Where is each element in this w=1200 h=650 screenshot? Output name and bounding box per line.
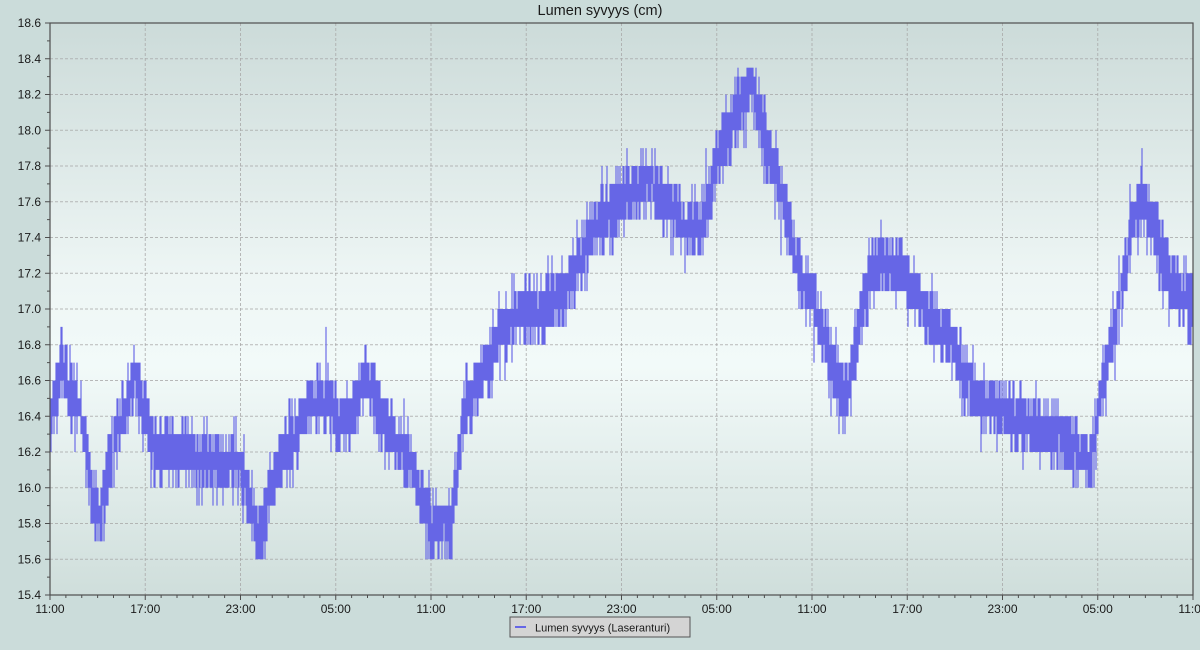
svg-text:15.4: 15.4 (18, 588, 42, 602)
svg-text:17:00: 17:00 (892, 602, 922, 616)
svg-text:16.0: 16.0 (18, 481, 42, 495)
svg-text:05:00: 05:00 (1083, 602, 1113, 616)
svg-text:18.4: 18.4 (18, 52, 42, 66)
svg-text:23:00: 23:00 (225, 602, 255, 616)
svg-text:Lumen syvyys (Laseranturi): Lumen syvyys (Laseranturi) (535, 623, 670, 635)
svg-text:05:00: 05:00 (321, 602, 351, 616)
svg-text:11:00: 11:00 (797, 602, 826, 616)
svg-text:23:00: 23:00 (606, 602, 636, 616)
svg-text:11:00: 11:00 (35, 602, 64, 616)
svg-text:17.0: 17.0 (18, 302, 42, 316)
svg-text:16.2: 16.2 (18, 445, 42, 459)
svg-text:16.4: 16.4 (18, 409, 42, 423)
svg-text:11:00: 11:00 (416, 602, 445, 616)
svg-text:17:00: 17:00 (130, 602, 160, 616)
svg-text:17.8: 17.8 (18, 159, 42, 173)
svg-text:18.2: 18.2 (18, 88, 42, 102)
svg-text:15.6: 15.6 (18, 552, 42, 566)
svg-text:15.8: 15.8 (18, 517, 42, 531)
svg-text:17.2: 17.2 (18, 266, 42, 280)
svg-text:23:00: 23:00 (987, 602, 1017, 616)
svg-text:17.4: 17.4 (18, 231, 42, 245)
svg-text:17.6: 17.6 (18, 195, 42, 209)
svg-text:17:00: 17:00 (511, 602, 541, 616)
svg-text:05:00: 05:00 (702, 602, 732, 616)
svg-text:11:00: 11:00 (1178, 602, 1200, 616)
svg-text:16.6: 16.6 (18, 374, 42, 388)
svg-text:16.8: 16.8 (18, 338, 42, 352)
svg-text:18.0: 18.0 (18, 123, 42, 137)
